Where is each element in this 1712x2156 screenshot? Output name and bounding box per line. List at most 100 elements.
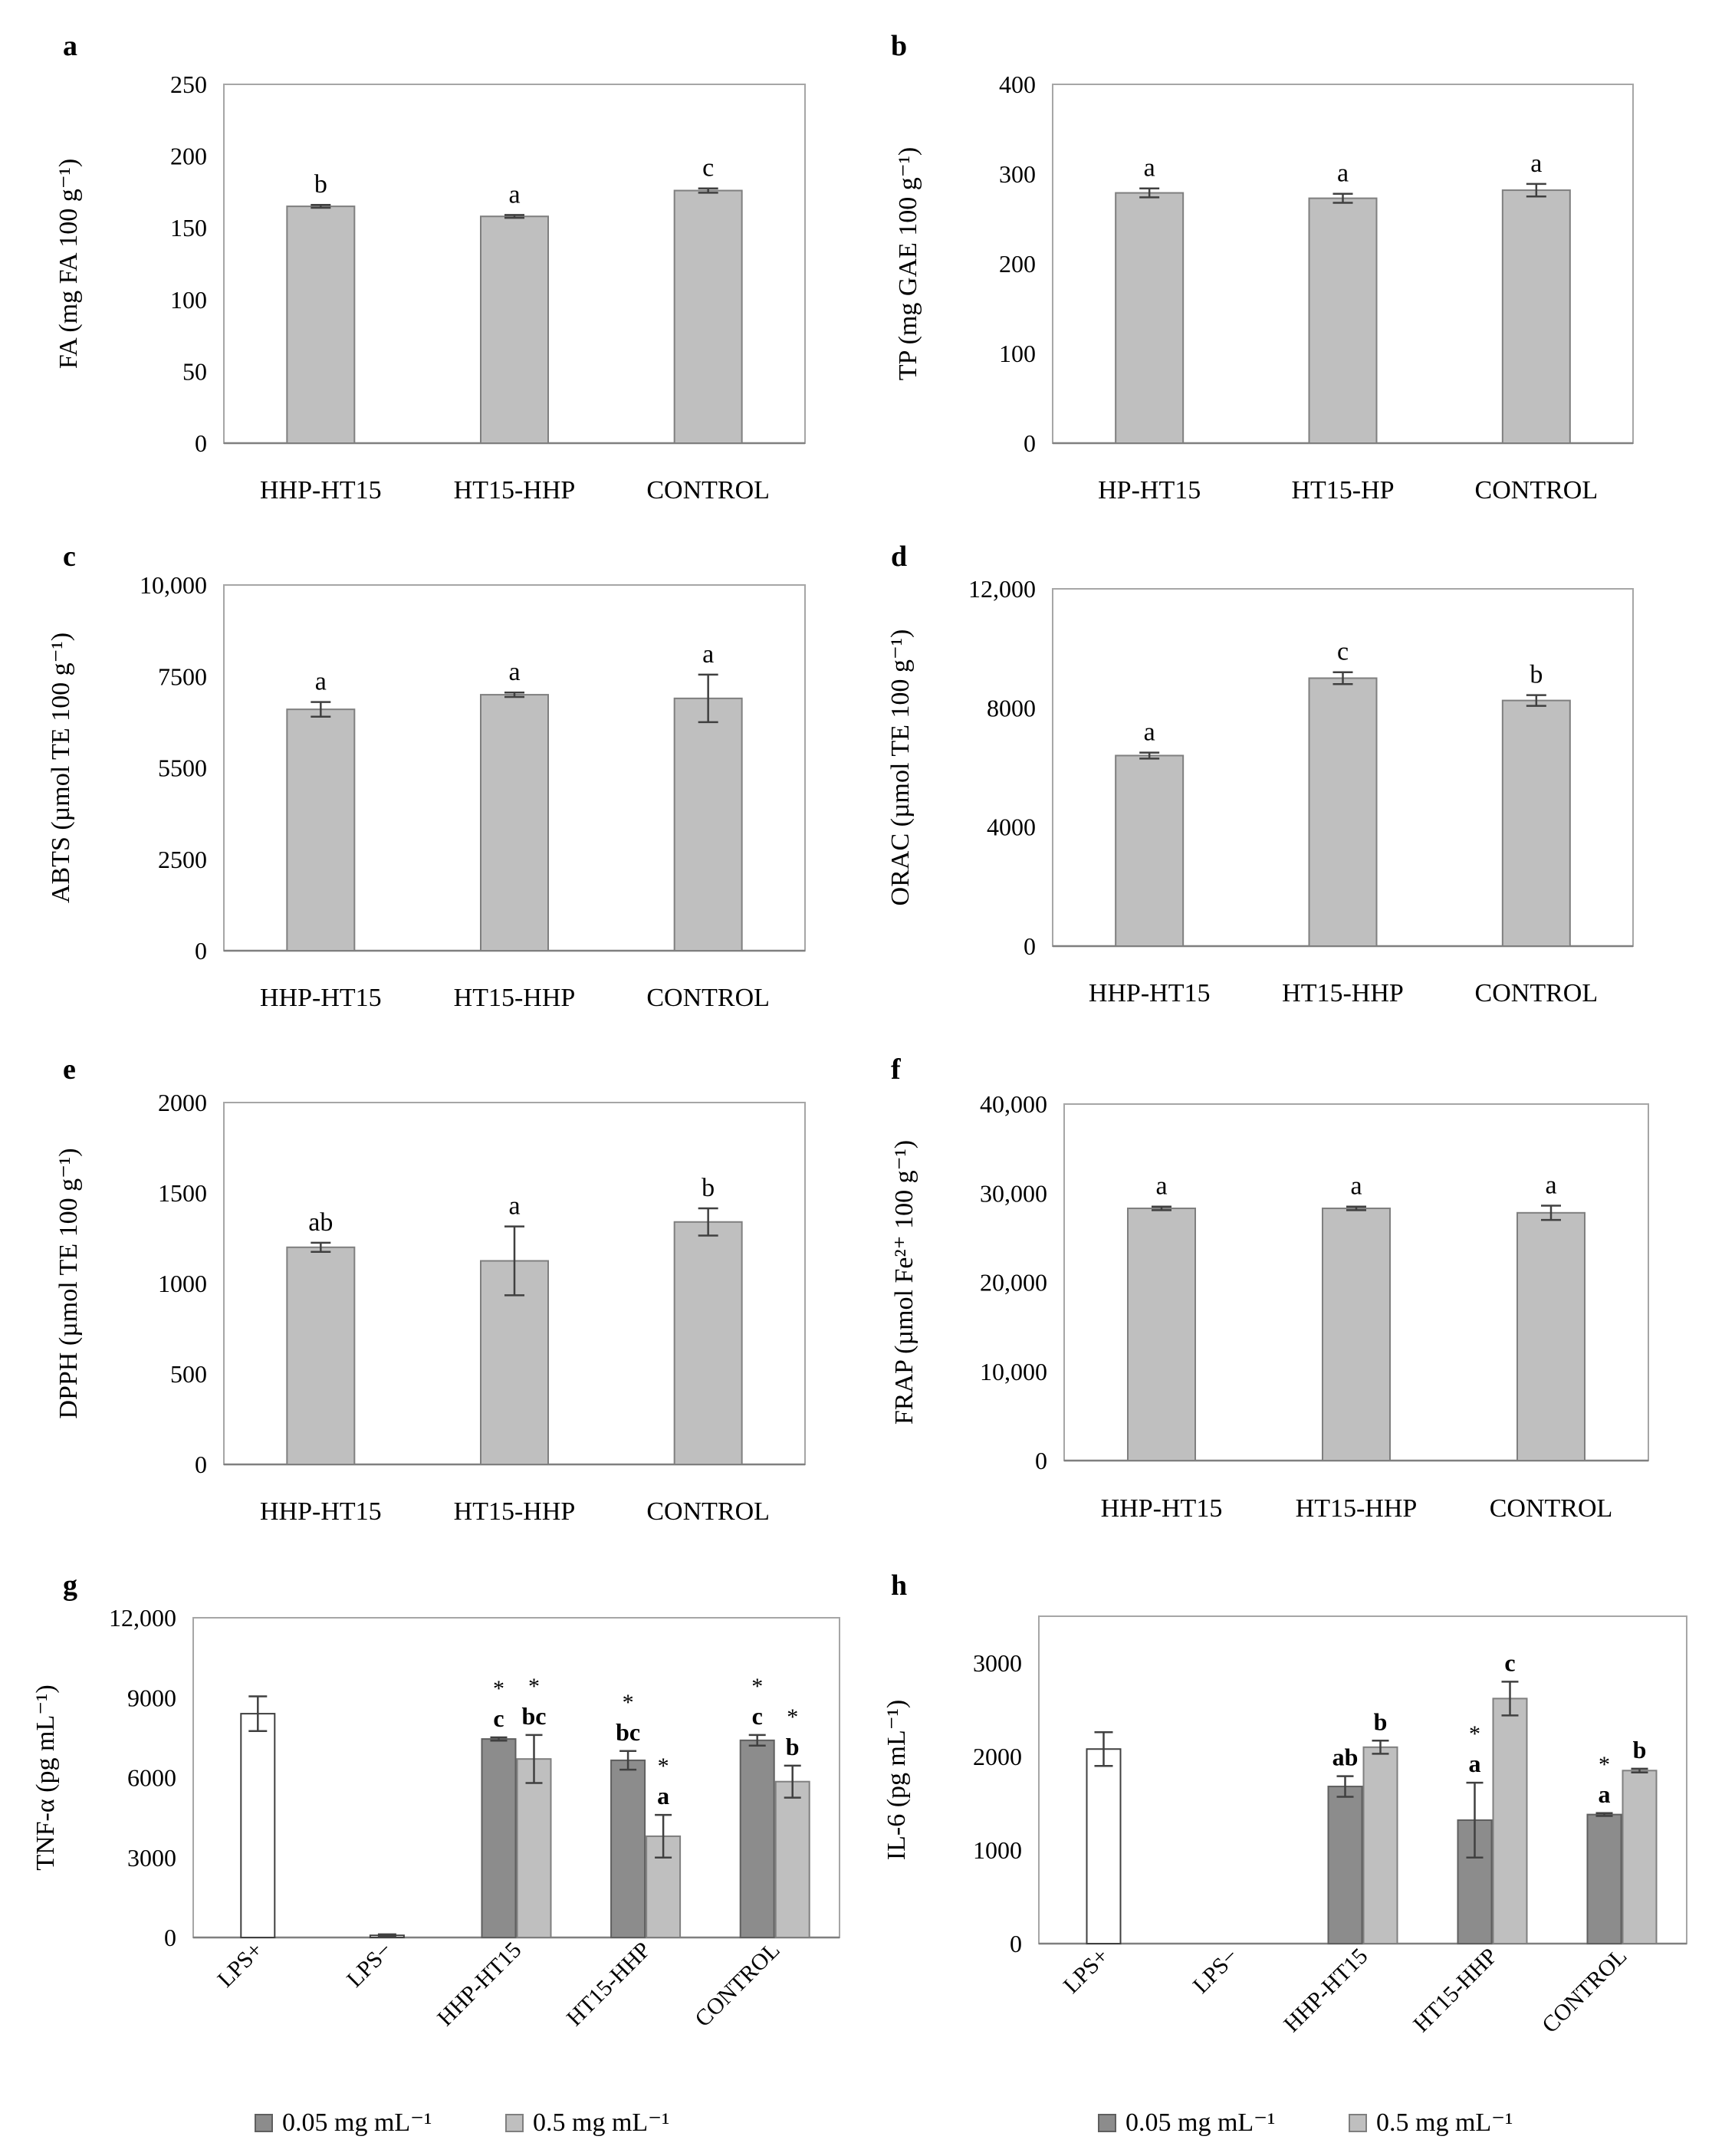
significance-letter: a: [1144, 718, 1155, 747]
y-tick-label: 2000: [973, 1743, 1022, 1770]
significance-letter: a: [1530, 150, 1542, 178]
bar: [481, 1738, 517, 1939]
chart-panel-e: e 0 500 1000 1500 2000 DPPH (µmol TE 100 g⁻¹) H…: [54, 1053, 806, 1526]
significance-star: *: [493, 1676, 504, 1701]
x-tick-label: HP-HT15: [1098, 476, 1201, 504]
significance-letter: a: [1599, 1780, 1611, 1808]
y-tick-label: 1000: [973, 1836, 1022, 1864]
bar: [1115, 754, 1185, 948]
y-tick-label: 0: [1035, 1447, 1047, 1474]
legend-swatch-high: [505, 2114, 524, 2132]
y-tick-label: 8000: [987, 694, 1036, 721]
panel-label: f: [891, 1053, 902, 1086]
y-tick-label: 6000: [127, 1764, 176, 1792]
bar: [286, 708, 356, 951]
y-tick-label: 250: [170, 71, 207, 98]
chart-panel-a: a 0 50 100 150 200 250 FA (mg FA 100 g⁻¹) HHP-HT…: [54, 30, 806, 504]
significance-letter: a: [508, 658, 520, 686]
y-tick-label: 150: [170, 214, 207, 242]
panel-label: e: [63, 1053, 76, 1086]
x-tick-label: HT15-HP: [1291, 476, 1394, 504]
y-tick-label: 0: [1010, 1930, 1022, 1957]
y-tick-label: 10,000: [980, 1358, 1047, 1385]
x-tick-label: CONTROL: [1490, 1494, 1613, 1523]
bar: [286, 1246, 356, 1466]
chart-panel-c: c 0 2500 5500 7500 10,000 ABTS (µmol TE 100 g⁻…: [47, 541, 806, 1012]
significance-letter: b: [1530, 661, 1543, 689]
x-tick-label: CONTROL: [646, 476, 770, 504]
panel-label: b: [891, 30, 907, 62]
bar: [1492, 1698, 1528, 1945]
legend-label-high: 0.5 mg mL⁻¹: [1376, 2108, 1513, 2137]
bar: [1501, 699, 1571, 947]
y-tick-label: 12,000: [968, 575, 1036, 603]
y-tick-label: 4000: [987, 813, 1036, 841]
bar: [1327, 1786, 1363, 1945]
significance-star: *: [1599, 1752, 1610, 1777]
significance-letter: c: [702, 154, 714, 182]
x-tick-label: CONTROL: [646, 984, 770, 1012]
panel-label: d: [891, 541, 907, 573]
x-tick-label: CONTROL: [1475, 979, 1599, 1007]
panel-label: a: [63, 30, 77, 62]
significance-letter: ab: [308, 1208, 333, 1237]
significance-letter: a: [508, 1192, 520, 1221]
y-tick-label: 0: [195, 429, 207, 457]
significance-letter: c: [1337, 638, 1349, 666]
significance-letter: a: [1469, 1750, 1481, 1777]
y-tick-label: 1000: [158, 1270, 207, 1297]
significance-letter: ab: [1332, 1744, 1359, 1771]
significance-letter: c: [493, 1704, 504, 1732]
significance-star: *: [751, 1674, 763, 1699]
bar: [480, 215, 549, 444]
legend-swatch-low: [1098, 2114, 1116, 2132]
x-tick-label: HT15-HHP: [1296, 1494, 1418, 1523]
y-tick-label: 100: [170, 286, 207, 314]
bar-control: [1086, 1748, 1122, 1944]
significance-letter: bc: [522, 1702, 547, 1730]
bar: [1501, 189, 1571, 444]
y-tick-label: 100: [999, 340, 1036, 367]
y-axis-label: ABTS (µmol TE 100 g⁻¹): [47, 633, 75, 903]
significance-star: *: [787, 1704, 798, 1730]
x-tick-label: HHP-HT15: [260, 984, 382, 1012]
significance-star: *: [623, 1690, 634, 1715]
significance-letter: c: [752, 1702, 763, 1730]
legend-label-low: 0.05 mg mL⁻¹: [282, 2108, 432, 2137]
x-tick-label: CONTROL: [1475, 476, 1599, 504]
significance-letter: b: [786, 1733, 800, 1760]
significance-letter: a: [657, 1782, 669, 1809]
y-tick-label: 300: [999, 160, 1036, 188]
significance-star: *: [1469, 1721, 1480, 1747]
legend-swatch-high: [1349, 2114, 1367, 2132]
bar: [516, 1758, 552, 1939]
bar: [1308, 677, 1378, 947]
significance-letter: b: [1374, 1707, 1388, 1735]
y-axis-label: FA (mg FA 100 g⁻¹): [54, 159, 83, 369]
y-tick-label: 0: [164, 1924, 176, 1951]
y-axis-label: FRAP (µmol Fe²⁺ 100 g⁻¹): [890, 1140, 918, 1425]
bar: [286, 205, 356, 444]
y-axis-label: IL-6 (pg mL⁻¹): [882, 1700, 911, 1860]
bar: [1622, 1770, 1658, 1945]
y-tick-label: 200: [170, 143, 207, 170]
significance-letter: a: [1545, 1172, 1556, 1200]
y-axis-label: ORAC (µmol TE 100 g⁻¹): [886, 629, 915, 906]
y-axis-label: TP (mg GAE 100 g⁻¹): [894, 147, 922, 381]
chart-panel-f: f 0 10,000 20,000 30,000 40,000 FRAP (µmol Fe²…: [890, 1053, 1649, 1523]
x-tick-label: HHP-HT15: [1101, 1494, 1223, 1523]
bar: [673, 189, 743, 444]
x-tick-label: HT15-HHP: [1282, 979, 1404, 1007]
y-tick-label: 2000: [158, 1089, 207, 1116]
chart-panel-d: d 0 4000 8000 12,000 ORAC (µmol TE 100 g⁻¹) HH…: [886, 541, 1634, 1007]
bar: [1308, 197, 1378, 444]
panel-label: g: [63, 1569, 77, 1602]
y-tick-label: 20,000: [980, 1269, 1047, 1297]
bar: [673, 697, 743, 951]
y-tick-label: 12,000: [109, 1604, 176, 1632]
significance-letter: c: [1504, 1648, 1515, 1676]
y-tick-label: 0: [195, 1451, 207, 1478]
y-axis-label: TNF-α (pg mL⁻¹): [31, 1684, 60, 1870]
significance-letter: a: [508, 180, 520, 209]
